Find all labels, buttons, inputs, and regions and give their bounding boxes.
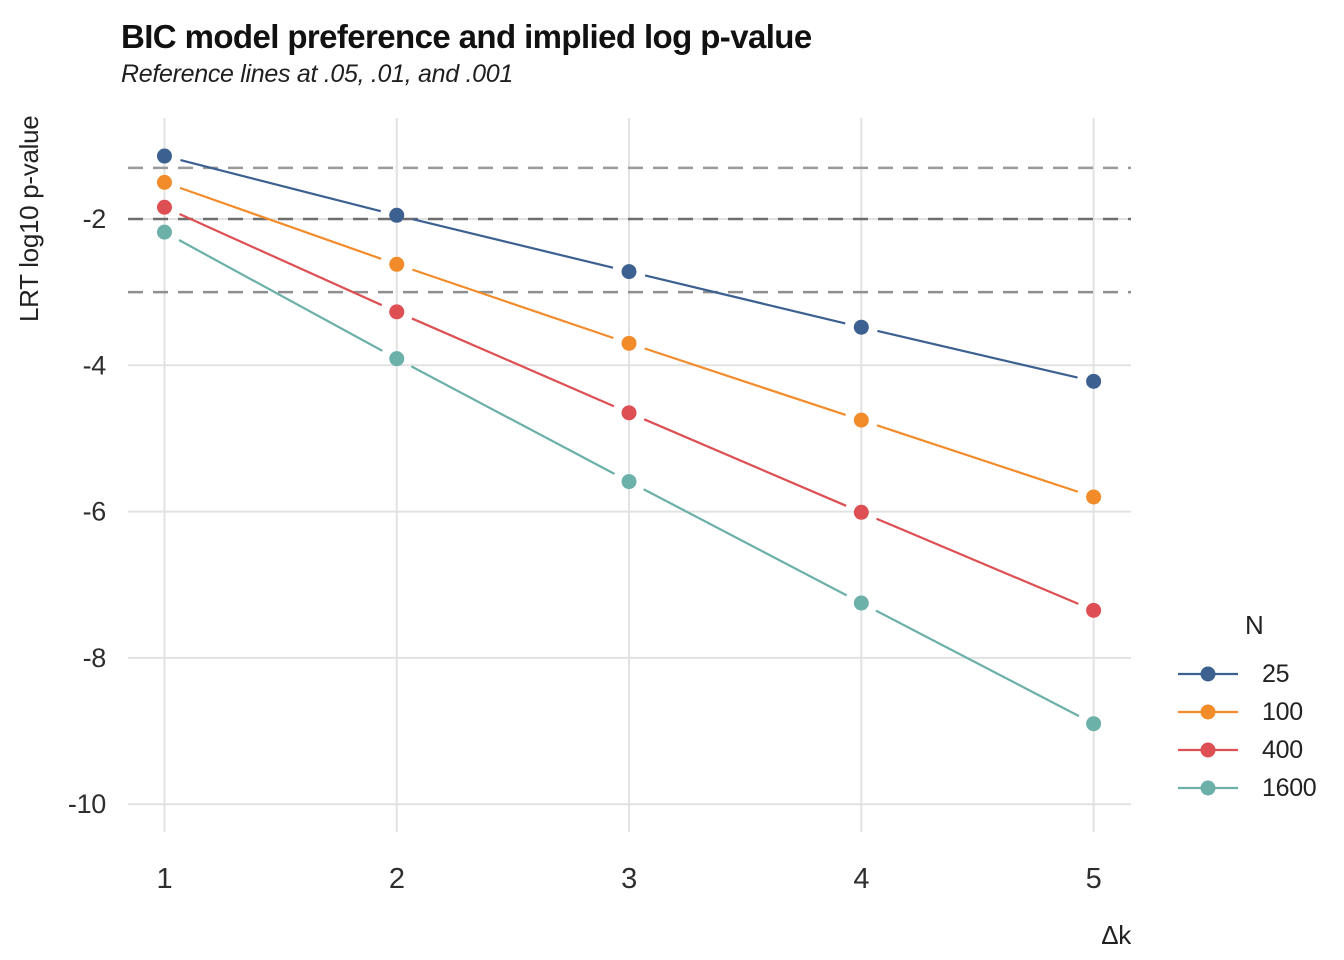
series-line-100 [644,347,846,416]
series-line-25 [180,159,382,213]
series-line-100 [412,268,614,340]
legend-item-100: 100 [1178,693,1343,731]
series-line-1600 [410,365,615,475]
legend-item-25: 25 [1178,655,1343,693]
legend-key-icon [1178,666,1238,682]
legend-label: 400 [1262,735,1303,764]
x-tick-label: 3 [621,863,637,895]
data-point-25 [156,148,172,164]
chart-subtitle: Reference lines at .05, .01, and .001 [121,60,513,88]
y-tick-label: -6 [83,497,106,527]
data-point-1600 [1086,716,1102,732]
legend-key-icon [1178,780,1238,796]
series-line-400 [411,317,615,408]
series-line-25 [877,329,1078,379]
y-tick-label: -8 [83,643,106,673]
series-line-100 [179,186,382,260]
x-tick-label: 2 [389,863,405,895]
data-point-100 [621,335,637,351]
data-point-1600 [389,351,405,367]
legend-item-1600: 1600 [1178,769,1343,807]
data-point-25 [1086,373,1102,389]
legend-items: 25 100 400 1600 [1178,655,1343,807]
series-line-1600 [178,239,383,352]
x-tick-label: 4 [853,863,869,895]
data-point-1600 [621,474,637,490]
data-point-400 [156,199,172,215]
series-line-25 [644,274,846,325]
series-line-400 [643,418,847,507]
data-point-100 [389,256,405,272]
legend: N 25 100 400 1600 [1178,610,1343,807]
data-point-25 [389,207,405,223]
series-line-400 [179,213,383,307]
data-point-400 [1086,602,1102,618]
x-tick-label: 1 [157,863,173,895]
data-point-100 [1086,489,1102,505]
data-point-400 [621,405,637,421]
legend-key-icon [1178,742,1238,758]
series-line-1600 [643,488,848,597]
data-point-100 [853,412,869,428]
data-point-400 [853,504,869,520]
legend-label: 1600 [1262,773,1317,802]
data-point-400 [389,304,405,320]
legend-label: 25 [1262,659,1290,688]
y-tick-label: -2 [83,204,106,234]
x-tick-label: 5 [1086,863,1102,895]
data-point-25 [853,319,869,335]
data-point-100 [156,174,172,190]
y-tick-label: -10 [68,789,106,819]
series-line-1600 [875,609,1080,718]
chart-title: BIC model preference and implied log p-v… [121,18,812,55]
legend-key-icon [1178,704,1238,720]
series-line-400 [876,517,1079,605]
series-line-25 [412,218,614,269]
series-line-100 [876,424,1079,493]
data-point-1600 [156,224,172,240]
data-point-1600 [853,595,869,611]
x-axis-title: Δk [1101,920,1131,950]
y-tick-label: -4 [83,350,107,380]
data-point-25 [621,264,637,280]
legend-item-400: 400 [1178,731,1343,769]
legend-label: 100 [1262,697,1303,726]
legend-title: N [1245,610,1264,640]
